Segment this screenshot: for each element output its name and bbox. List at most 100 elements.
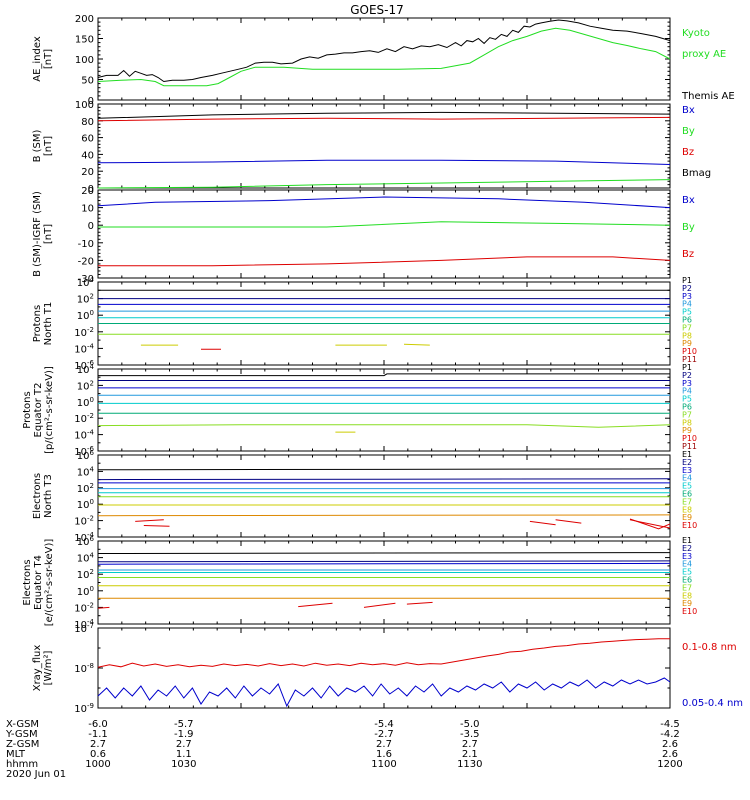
y-tick-label: 200 xyxy=(75,14,94,25)
legend-entry: E4 xyxy=(682,560,692,569)
y-tick-label: 10-7 xyxy=(74,622,94,635)
series-e10d xyxy=(406,601,433,605)
y-tick-label: 106 xyxy=(77,535,95,548)
legend-entry: P4 xyxy=(682,387,692,396)
x-axis-row-label: X-GSM xyxy=(6,719,39,730)
legend-entry: E1 xyxy=(682,536,692,545)
x-axis-tick-value: 1.1 xyxy=(176,749,192,760)
series-bx xyxy=(97,159,671,165)
legend-entry: P4 xyxy=(682,300,692,309)
legend-entry: Bx xyxy=(682,195,695,206)
legend-entry: E3 xyxy=(682,466,692,475)
legend-entry: P9 xyxy=(682,339,692,348)
x-axis-tick-value: 0.6 xyxy=(90,749,106,760)
y-tick-label: 102 xyxy=(77,293,94,306)
y-tick-label: 10 xyxy=(81,204,94,215)
legend-entry: E2 xyxy=(682,544,692,553)
y-tick-label: 10-4 xyxy=(74,342,94,355)
legend-entry: P9 xyxy=(682,426,692,435)
y-tick-label: 10-4 xyxy=(74,429,94,442)
legend-entry: By xyxy=(682,126,695,137)
y-axis-label: Protons xyxy=(22,391,33,428)
y-axis-label: Electrons xyxy=(32,473,43,519)
legend-entry: P7 xyxy=(682,323,692,332)
y-tick-label: 10-8 xyxy=(74,662,94,675)
x-axis-tick-value: -1.1 xyxy=(88,729,108,740)
x-axis-row-label: MLT xyxy=(6,749,26,760)
x-axis-tick-value: 2.1 xyxy=(462,749,478,760)
series-kyoto-proxy-ae xyxy=(97,27,671,87)
series-p8c xyxy=(403,343,430,346)
series-by xyxy=(98,221,671,228)
legend-entry: E2 xyxy=(682,458,692,467)
series-e3 xyxy=(97,562,671,565)
legend-entry: P2 xyxy=(682,371,692,380)
legend-entry: P3 xyxy=(682,379,692,388)
legend-entry: P1 xyxy=(682,363,692,372)
y-tick-label: 0 xyxy=(88,96,94,107)
y-axis-label: [p/(cm²-s-sr-keV)] xyxy=(44,366,55,454)
legend-entry: Bx xyxy=(682,105,695,116)
x-axis-row-label: Z-GSM xyxy=(6,739,39,750)
series-bx xyxy=(97,196,671,209)
y-tick-label: 10-9 xyxy=(74,702,94,715)
y-axis-label: Xray_flux xyxy=(32,645,43,692)
y-tick-label: 100 xyxy=(77,585,94,598)
x-axis-tick-value: -5.0 xyxy=(460,719,480,730)
y-tick-label: 100 xyxy=(77,309,94,322)
y-tick-label: 104 xyxy=(77,465,95,478)
legend-entry: E10 xyxy=(682,521,697,530)
legend-entry: E7 xyxy=(682,583,692,592)
legend-entry: 0.1-0.8 nm xyxy=(682,642,737,653)
y-tick-label: 20 xyxy=(81,167,94,178)
x-axis-tick-value: -4.5 xyxy=(660,719,680,730)
y-axis-label: B (SM)-IGRF (SM) xyxy=(32,191,43,277)
x-axis-tick-value: 1000 xyxy=(85,759,110,770)
series-e1 xyxy=(97,468,671,471)
y-tick-label: 100 xyxy=(75,100,94,111)
legend-entry: E8 xyxy=(682,591,692,600)
x-axis-tick-value: 1130 xyxy=(457,759,482,770)
y-tick-label: 10-2 xyxy=(74,412,94,425)
series-e10c xyxy=(529,520,556,526)
legend-entry: P6 xyxy=(682,316,692,325)
legend-entry: P3 xyxy=(682,292,692,301)
legend-entry: proxy AE xyxy=(682,49,726,60)
series-e10a xyxy=(97,606,110,609)
panel-5: 10-6 10-4 10-2 100 102 104 Protons Equator T2 [p… xyxy=(22,363,697,458)
legend-entry: P8 xyxy=(682,331,692,340)
panel-3: -30 -20 -10 0 10 20 B (SM)-IGRF (SM) [nT] Bx By Bz xyxy=(32,186,695,285)
x-axis-tick-value: -2.7 xyxy=(374,729,394,740)
series-bmag xyxy=(97,111,671,119)
y-tick-label: 10-2 xyxy=(74,601,94,614)
legend-entry: Bmag xyxy=(682,168,711,179)
legend-entry: 0.05-0.4 nm xyxy=(682,698,743,709)
y-tick-label: 10-4 xyxy=(74,531,94,544)
series-themis-ae xyxy=(97,19,671,83)
legend-entry: P5 xyxy=(682,395,692,404)
y-tick-label: 100 xyxy=(77,498,94,511)
legend-entry: E10 xyxy=(682,607,697,616)
legend-entry: E7 xyxy=(682,497,692,506)
x-axis-tick-value: 2.7 xyxy=(376,739,392,750)
legend-entry: E3 xyxy=(682,552,692,561)
y-tick-label: 10-4 xyxy=(74,618,94,631)
legend-entry: P1 xyxy=(682,276,692,285)
panel-1: 0 50 100 150 200 AE_index [nT] Kyoto proxy AE The… xyxy=(32,14,735,107)
legend-entry: E6 xyxy=(682,576,692,585)
y-axis-label: [W/m²] xyxy=(43,650,54,685)
y-tick-label: 102 xyxy=(77,379,94,392)
y-tick-label: -20 xyxy=(78,256,94,267)
x-axis-tick-value: 2.7 xyxy=(176,739,192,750)
x-axis-tick-value: -5.4 xyxy=(374,719,394,730)
legend-entry: P5 xyxy=(682,308,692,317)
x-axis-row-label: hhmm xyxy=(6,759,38,770)
legend-entry: P6 xyxy=(682,403,692,412)
y-axis-label: [e/(cm²-s-sr-keV)] xyxy=(44,539,55,627)
series-p1 xyxy=(98,373,670,377)
